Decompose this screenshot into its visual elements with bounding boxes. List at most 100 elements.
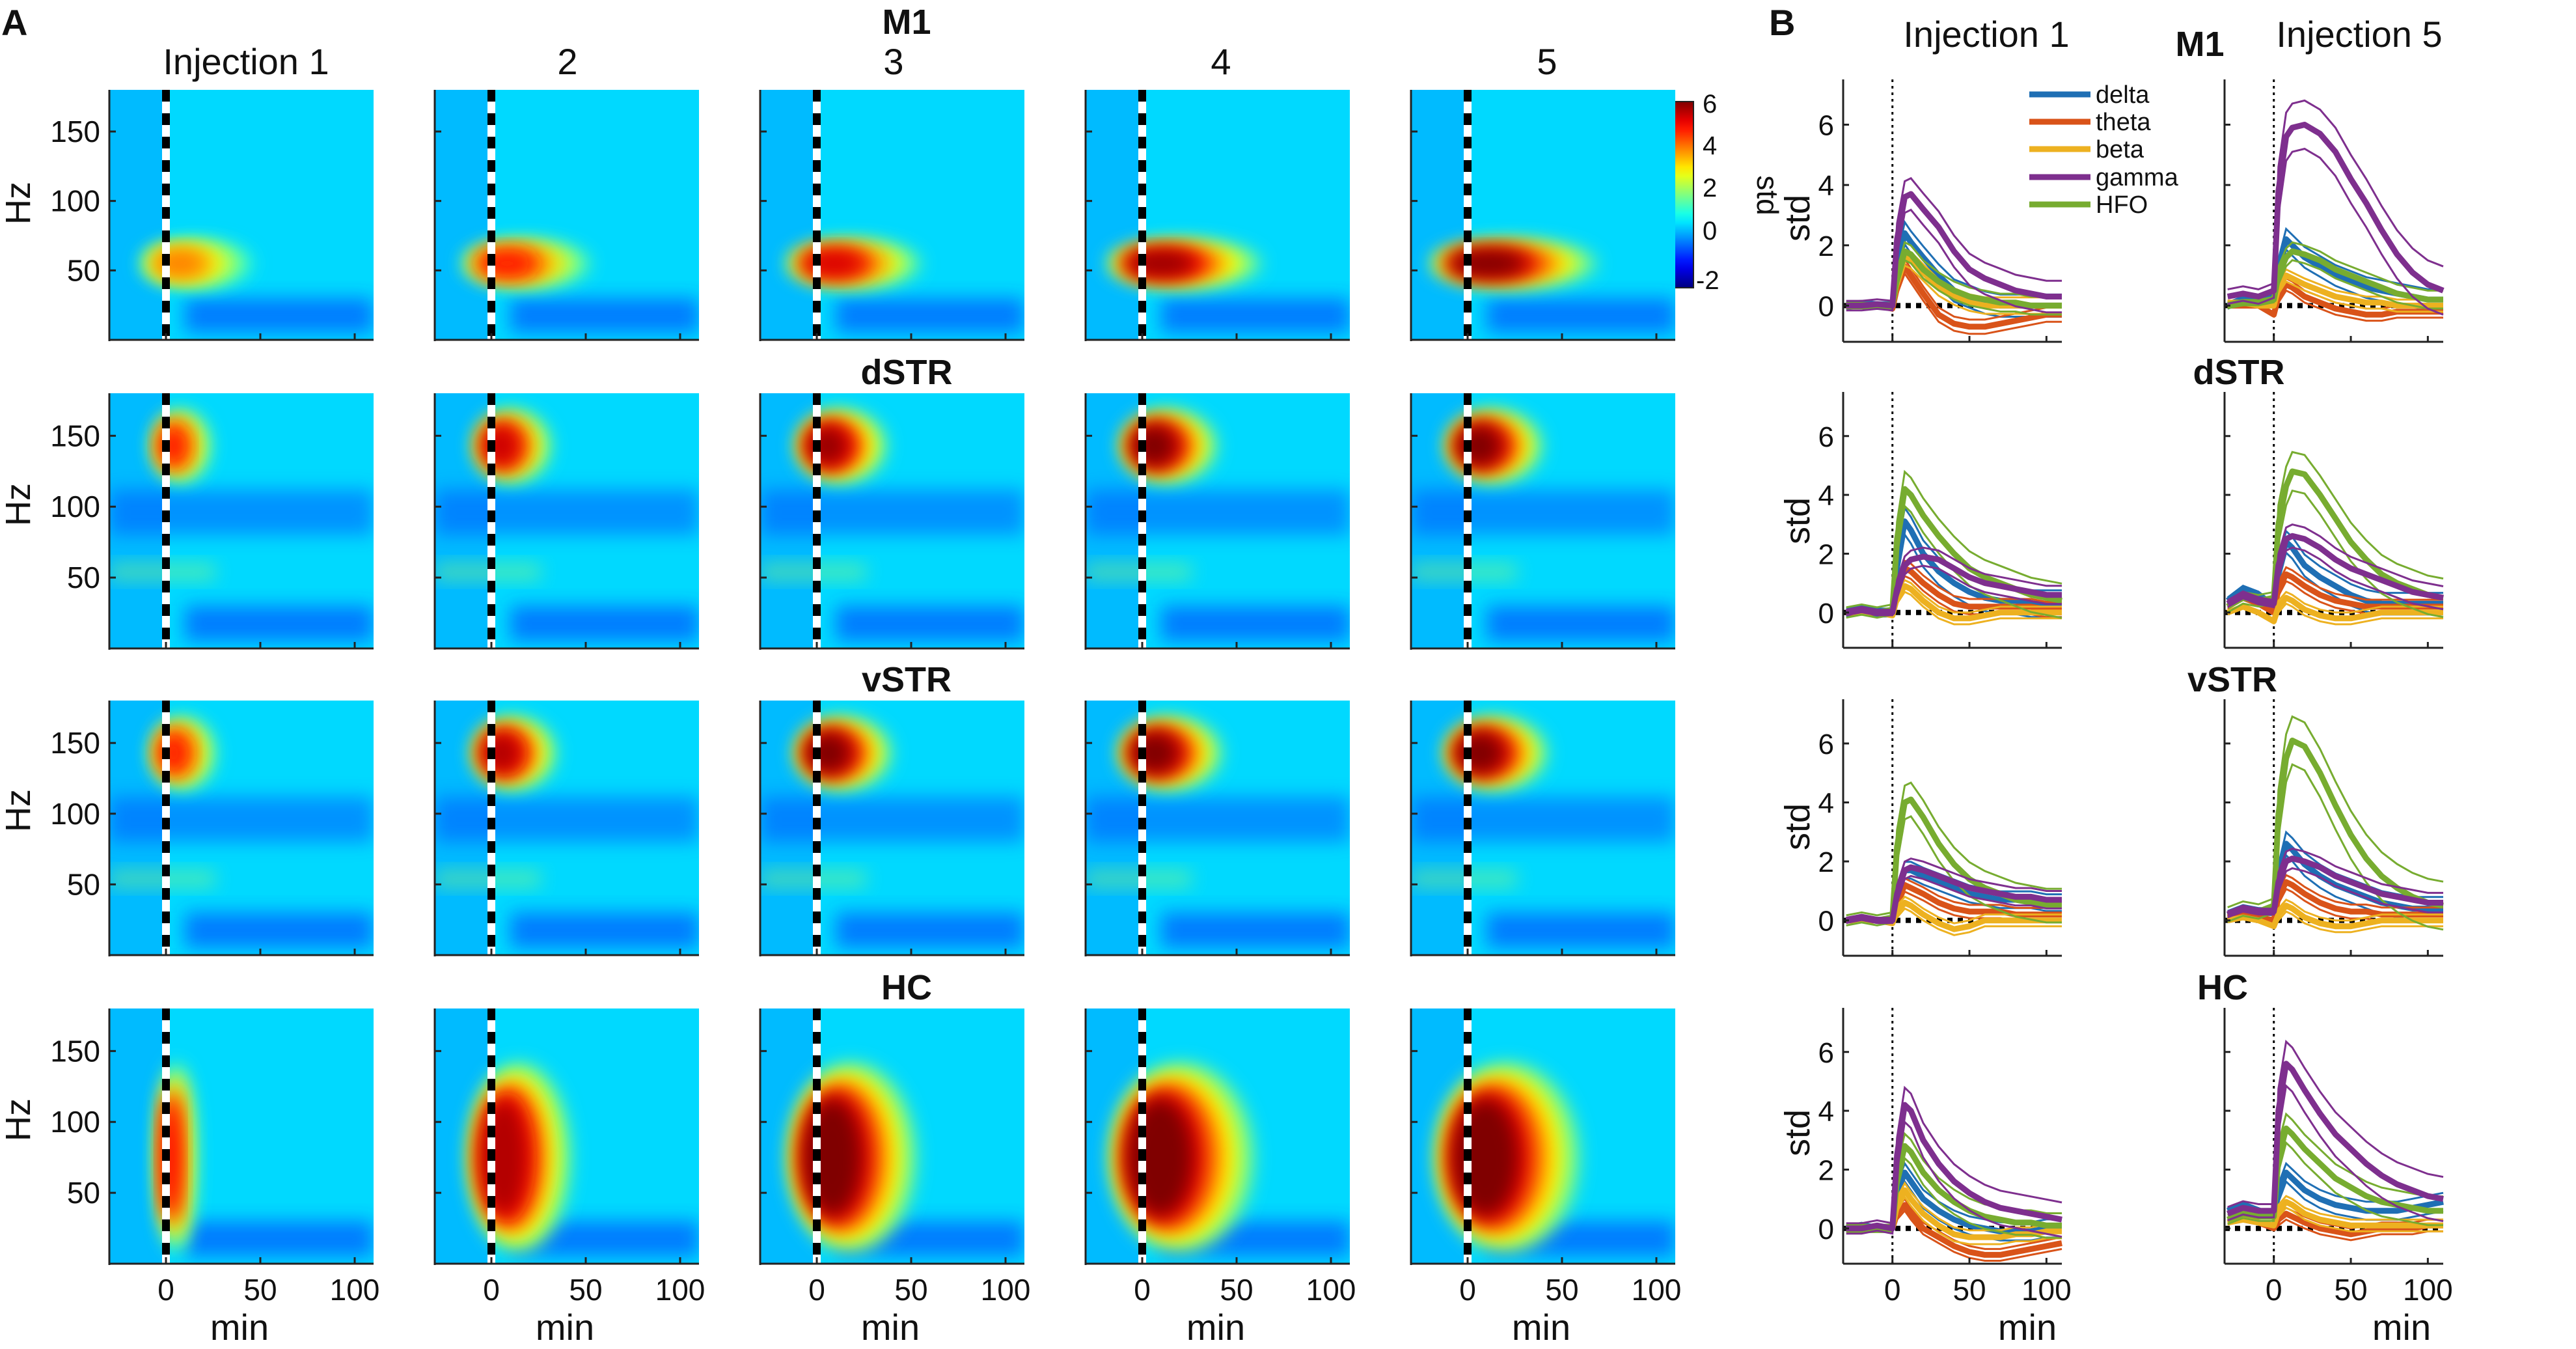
series-HFO-upper [2227, 715, 2444, 909]
b-xlabel-1: min [1998, 1307, 2057, 1348]
heatmap-low-band [510, 605, 699, 642]
series-gamma-mean [2227, 122, 2445, 299]
a-xtick-label: 100 [1306, 1273, 1356, 1307]
a-ytick-label: 100 [50, 184, 100, 218]
heatmap-vSTR-5 [1411, 701, 1675, 955]
heatmap-HC-4 [1086, 1008, 1350, 1264]
heatmap-hotspot-level-5 [1127, 1098, 1192, 1216]
heatmap-low-band [510, 298, 699, 333]
a-region-title-hc: HC [881, 968, 932, 1007]
a-ylabel-m1: Hz [0, 182, 38, 225]
heatmap-baseline-region [1411, 90, 1468, 340]
heatmap-baseline-region [109, 1008, 166, 1264]
b-xtick-label: 50 [1953, 1273, 1986, 1307]
series-beta-mean [2227, 1199, 2443, 1229]
a-ylabel-hc: Hz [0, 1098, 38, 1141]
b-col-title-1: Injection 1 [1903, 14, 2069, 55]
heatmap-mid-band [760, 490, 1024, 535]
heatmap-baseline-region [435, 90, 491, 340]
b-region-title-vstr: vSTR [2187, 660, 2277, 699]
heatmap-low-band [185, 912, 374, 949]
heatmap-M1-4 [1086, 90, 1350, 340]
b-ytick-label: 4 [1818, 788, 1834, 820]
colorbar-tick-4: 4 [1703, 132, 1717, 160]
heatmap-mid-band [1086, 490, 1350, 535]
a-xlabel-2: min [536, 1307, 594, 1348]
lineplot-dSTR-injection-5 [2225, 392, 2444, 648]
a-ylabel-dstr: Hz [0, 483, 38, 526]
heatmap-hotspot-level-5 [1453, 1098, 1518, 1216]
heatmap-low-band [185, 298, 374, 333]
heatmap-mid-band [109, 796, 374, 842]
a-xtick-label: 0 [808, 1273, 825, 1307]
series-gamma-mean [1845, 553, 2062, 616]
colorbar-tick-0: 0 [1703, 217, 1717, 245]
series-HFO-upper [1846, 469, 2062, 609]
a-xtick-label: 100 [330, 1273, 380, 1307]
plot-area: 50 100 150 50 100 150 50 100 150 50 100 150 0 50 100 0 5… [50, 79, 2453, 1307]
b-ytick-label: 4 [1818, 480, 1834, 512]
a-ylabel-vstr: Hz [0, 789, 38, 832]
heatmap-mid-band [1411, 796, 1675, 842]
legend: delta theta beta gamma HFO [2029, 81, 2179, 219]
b-ytick-label: 6 [1818, 729, 1834, 760]
series-gamma-lower [2227, 147, 2444, 316]
colorbar-tick-minus-2: -2 [1696, 266, 1720, 295]
series-gamma-upper [1846, 1085, 2062, 1225]
series-HFO-upper [1846, 781, 2062, 917]
heatmap-hotspot-level-5 [803, 250, 864, 277]
legend-label-gamma: gamma [2096, 164, 2179, 191]
a-xlabel-5: min [1512, 1307, 1570, 1348]
colorbar-label: std [1751, 175, 1785, 215]
heatmap-low-band [1487, 298, 1675, 333]
a-col-title-5: 5 [1537, 41, 1557, 82]
b-xtick-label: 100 [2021, 1273, 2072, 1307]
a-col-title-3: 3 [883, 41, 903, 82]
heatmap-dSTR-3 [760, 393, 1024, 648]
b-ylabel-m1: std [1778, 195, 1817, 242]
heatmap-low-band [510, 912, 699, 949]
a-ytick-label: 50 [67, 1176, 100, 1210]
heatmap-low-band [836, 605, 1024, 642]
series-HFO-mean [2227, 737, 2444, 917]
heatmap-mid-band [760, 796, 1024, 842]
a-ytick-label: 100 [50, 797, 100, 831]
heatmap-dSTR-1 [109, 393, 374, 648]
series-gamma-lower [1846, 208, 2062, 314]
heatmap-mid-band [435, 796, 699, 842]
lineplot-HC-injection-5 [2225, 1008, 2444, 1264]
series-gamma-mean [1846, 191, 2062, 309]
a-xlabel-3: min [861, 1307, 920, 1348]
panel-a-letter: A [1, 2, 27, 43]
a-ytick-label: 50 [67, 561, 100, 594]
a-xtick-label: 0 [483, 1273, 500, 1307]
b-ytick-label: 6 [1818, 1037, 1834, 1069]
a-xtick-label: 50 [1220, 1273, 1253, 1307]
heatmap-vSTR-2 [435, 701, 699, 955]
heatmap-vSTR-1 [109, 701, 374, 955]
series-beta-mean [2227, 902, 2443, 930]
b-ytick-label: 2 [1818, 1154, 1834, 1186]
a-ytick-label: 150 [50, 726, 100, 760]
b-ytick-label: 6 [1818, 421, 1834, 453]
b-ytick-label: 0 [1818, 906, 1834, 938]
b-ytick-label: 4 [1818, 1096, 1834, 1128]
heatmap-vSTR-4 [1086, 701, 1350, 955]
series-gamma-upper [2227, 523, 2444, 602]
heatmap-mid-band [1411, 490, 1675, 535]
lineplot-HC-injection-1 [1843, 1008, 2062, 1264]
heatmap-mid-band [1086, 796, 1350, 842]
a-xlabel-4: min [1186, 1307, 1245, 1348]
a-ytick-label: 50 [67, 253, 100, 287]
a-xlabel-1: min [210, 1307, 269, 1348]
series-beta-mean [2227, 272, 2443, 309]
heatmap-dSTR-5 [1411, 393, 1675, 648]
b-ytick-label: 4 [1818, 170, 1834, 202]
b-ytick-label: 0 [1818, 290, 1834, 322]
heatmap-M1-1 [109, 90, 374, 340]
heatmap-hotspot-level-5 [478, 250, 536, 277]
series-gamma-mean [2227, 855, 2443, 917]
a-ytick-label: 150 [50, 115, 100, 148]
legend-label-beta: beta [2096, 136, 2144, 163]
